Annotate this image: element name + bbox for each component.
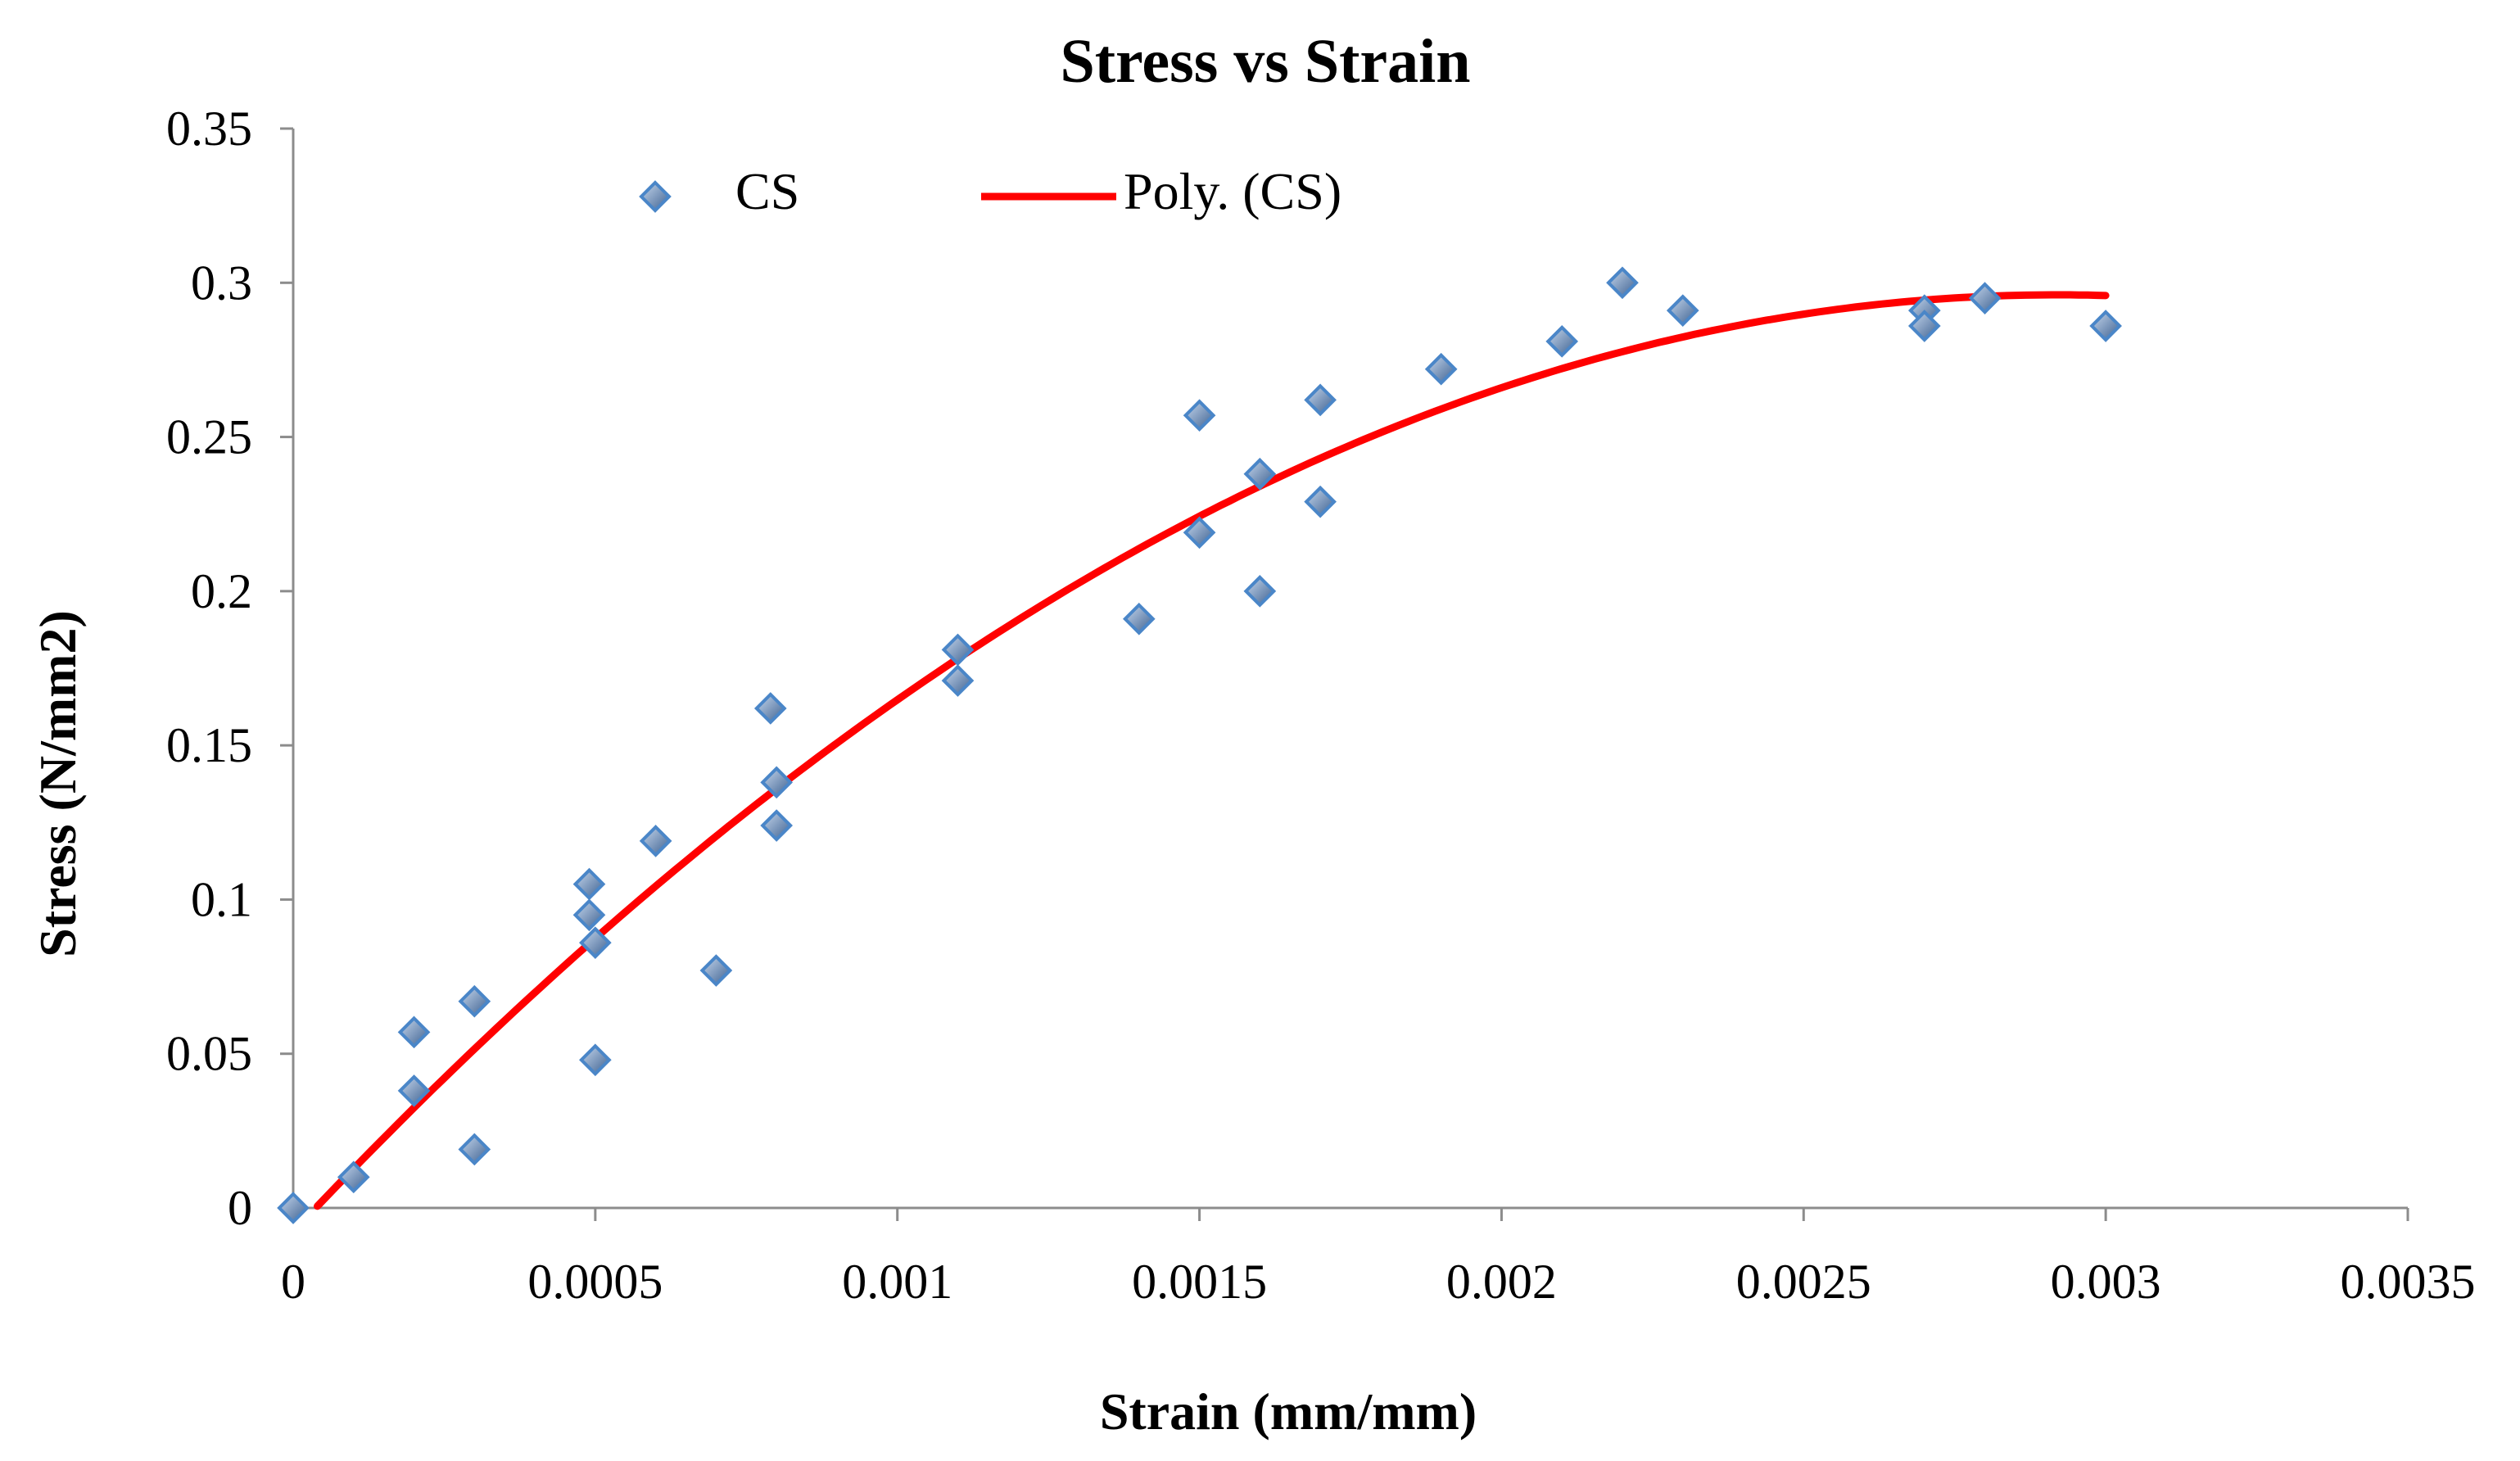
y-tick-label: 0.25 [166,410,252,464]
y-axis-ticks: 0 0.05 0.1 0.15 0.2 0.25 0.3 0.35 [166,102,293,1235]
scatter-points-layer [277,266,2122,1224]
data-point [1908,310,1941,342]
data-point [397,1074,431,1107]
data-point [760,766,793,799]
data-point [1304,485,1337,518]
y-axis-label: Stress (N/mm2) [29,610,87,957]
data-point [1122,602,1156,636]
data-point [1243,457,1277,491]
data-point [753,692,787,725]
data-point [699,954,733,987]
data-point [941,633,975,667]
x-tick-label: 0.0015 [1132,1255,1267,1309]
data-point [1304,383,1337,417]
x-tick-label: 0.002 [1446,1255,1557,1309]
y-tick-label: 0.2 [191,564,252,618]
data-point [277,1192,310,1224]
x-tick-label: 0.0025 [1736,1255,1871,1309]
y-tick-label: 0.15 [166,718,252,772]
data-point [1666,294,1699,328]
x-tick-label: 0.0035 [2341,1255,2476,1309]
x-tick-label: 0.003 [2051,1255,2161,1309]
y-tick-label: 0 [228,1181,252,1235]
legend-label-cs: CS [735,162,799,220]
data-point [1606,266,1639,300]
y-tick-label: 0.05 [166,1027,252,1081]
legend-label-poly: Poly. (CS) [1124,162,1341,220]
y-tick-label: 0.1 [191,872,252,926]
data-point [1424,352,1458,386]
x-tick-label: 0.001 [842,1255,952,1309]
data-point [1183,516,1216,550]
data-point [1183,399,1216,432]
data-point [458,984,491,1018]
data-point [337,1160,370,1194]
axes: 0 0.0005 0.001 0.0015 0.002 0.0025 0.003 0.0035… [166,102,2476,1309]
x-tick-label: 0 [281,1255,305,1309]
data-point [1243,575,1277,608]
trendline-poly [314,291,2110,1210]
legend-marker-cs [639,180,672,213]
trendline-layer [314,291,2110,1210]
data-point [572,867,606,901]
y-tick-label: 0.3 [191,256,252,310]
data-point [458,1133,491,1166]
data-point [2089,310,2122,342]
y-tick-label: 0.35 [166,102,252,156]
data-point [760,809,793,842]
data-point [579,1043,612,1077]
data-point [1968,282,2002,314]
chart-title: Stress vs Strain [1060,27,1470,96]
legend: CS Poly. (CS) [639,162,1341,220]
x-axis-label: Strain (mm/mm) [1100,1382,1477,1441]
data-point [639,825,672,857]
data-point [397,1015,431,1049]
data-point [579,926,612,959]
data-point [572,898,606,932]
data-point [1545,325,1579,358]
x-axis-ticks: 0 0.0005 0.001 0.0015 0.002 0.0025 0.003 0.0035 [281,1208,2476,1309]
data-point [941,664,975,697]
x-tick-label: 0.0005 [527,1255,663,1309]
